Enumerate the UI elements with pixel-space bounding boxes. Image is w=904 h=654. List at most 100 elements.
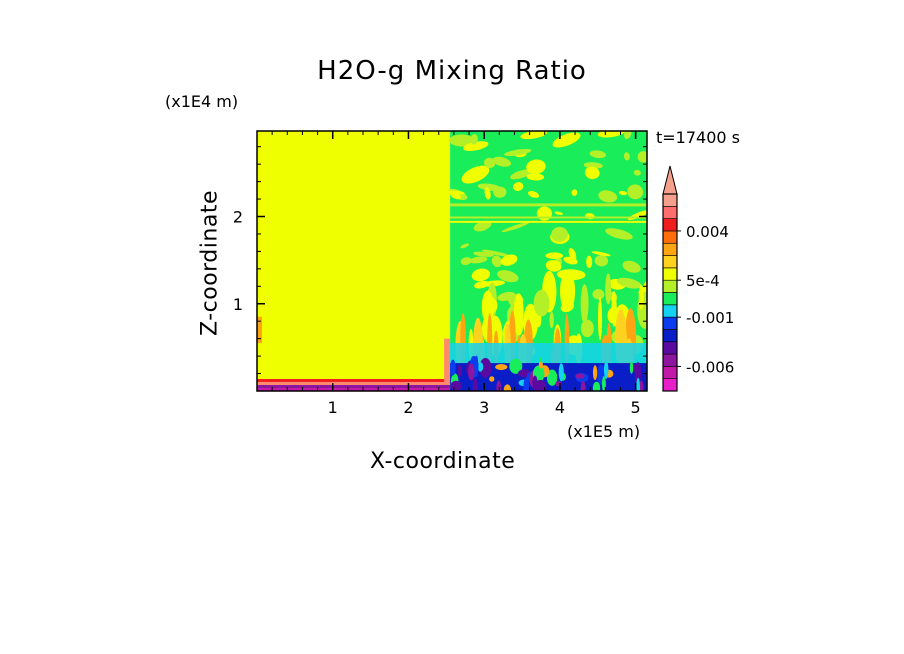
y-tick-label: 2: [233, 208, 243, 227]
contour-patch: [477, 362, 484, 372]
contour-band: [450, 343, 647, 364]
contour-patch: [603, 360, 609, 379]
contour-patch: [469, 256, 488, 264]
contour-patch: [629, 361, 634, 374]
colorbar-segment: [662, 267, 678, 281]
contour-patch: [471, 268, 491, 282]
x-tick-label: 2: [403, 398, 413, 417]
left-region-fill: [257, 131, 451, 391]
colorbar-segment: [662, 206, 678, 219]
colorbar-label: -0.006: [686, 358, 734, 376]
contour-patch: [549, 311, 554, 329]
colorbar-segment: [662, 378, 678, 392]
x-axis-unit: (x1E5 m): [567, 422, 641, 441]
contour-band: [450, 216, 647, 219]
contour-patch: [501, 222, 530, 233]
x-tick-label: 1: [328, 398, 338, 417]
contour-patch: [592, 289, 605, 300]
contour-patch: [583, 162, 603, 169]
contour-patch: [468, 363, 475, 381]
contour-patch: [450, 380, 462, 391]
contour-patch: [509, 358, 523, 374]
contour-patch: [533, 289, 550, 317]
contour-patch: [584, 166, 600, 180]
contour-field: [257, 131, 647, 391]
contour-patch: [545, 260, 562, 272]
contour-patch: [634, 362, 642, 384]
contour-patch: [618, 190, 628, 196]
contour-patch: [504, 149, 532, 156]
contour-patch: [622, 260, 641, 273]
colorbar-segment: [662, 366, 678, 379]
contour-patch: [528, 191, 540, 198]
colorbar-label: -0.001: [686, 309, 734, 327]
colorbar-segment: [662, 292, 678, 306]
contour-patch: [461, 165, 490, 184]
contour-patch: [512, 182, 524, 191]
contour-patch: [594, 255, 609, 267]
contour-patch: [492, 156, 512, 167]
contour-patch: [554, 211, 563, 216]
contour-patch: [597, 297, 603, 341]
contour-patch: [623, 152, 630, 161]
contour-patch: [496, 380, 502, 391]
left-surface-band: [257, 388, 451, 391]
contour-patch: [457, 364, 463, 377]
contour-patch: [633, 169, 641, 176]
contour-patch: [489, 376, 495, 382]
contour-patch: [500, 254, 518, 266]
contour-patch: [563, 256, 578, 265]
contour-patch: [580, 284, 589, 324]
contour-patch: [597, 131, 626, 138]
contour-patch: [495, 363, 508, 371]
contour-patch: [589, 150, 607, 159]
colorbar-segment: [662, 255, 678, 269]
chart-title: H2O-g Mixing Ratio: [317, 56, 587, 86]
colorbar-segment: [662, 230, 678, 244]
colorbar-label: 5e-4: [686, 272, 720, 290]
contour-patch: [513, 293, 524, 328]
contour-patch: [551, 226, 568, 242]
left-surface-band: [257, 379, 451, 382]
contour-patch: [636, 377, 641, 391]
time-label: t=17400 s: [656, 128, 740, 147]
contour-patch: [624, 131, 632, 140]
contour-patch: [571, 189, 578, 196]
contour-patch: [580, 319, 594, 338]
left-edge-feature: [257, 316, 262, 344]
contour-patch: [538, 361, 543, 369]
contour-patch: [560, 270, 576, 313]
contour-patch: [460, 243, 470, 249]
contour-patch: [546, 369, 558, 386]
x-tick-label: 3: [479, 398, 489, 417]
left-surface-band: [257, 382, 451, 385]
contour-patch: [463, 141, 489, 151]
contour-patch: [526, 173, 545, 181]
contour-patch: [611, 291, 617, 327]
contour-patch: [510, 169, 532, 180]
contour-patch: [638, 284, 644, 310]
contour-patch: [552, 132, 581, 148]
contour-patch: [475, 355, 479, 377]
y-axis-unit: (x1E4 m): [165, 92, 239, 111]
contour-patch: [580, 380, 586, 391]
contour-patch: [637, 151, 647, 163]
contour-patch: [503, 384, 511, 391]
x-axis-label: X-coordinate: [370, 449, 516, 474]
colorbar-frame: [662, 193, 678, 392]
colorbar-segment: [662, 316, 678, 330]
contour-patch: [450, 359, 456, 376]
contour-patch: [497, 270, 519, 283]
contour-patch: [558, 363, 564, 382]
contour-patch: [605, 273, 612, 305]
left-edge-feature: [444, 338, 451, 383]
contour-patch: [491, 255, 502, 268]
contour-patch: [473, 220, 492, 232]
contour-patch: [586, 255, 593, 269]
colorbar-segment: [662, 341, 678, 355]
colorbar-segment: [662, 193, 678, 207]
contour-band: [450, 220, 647, 223]
contour-patch: [470, 133, 478, 145]
